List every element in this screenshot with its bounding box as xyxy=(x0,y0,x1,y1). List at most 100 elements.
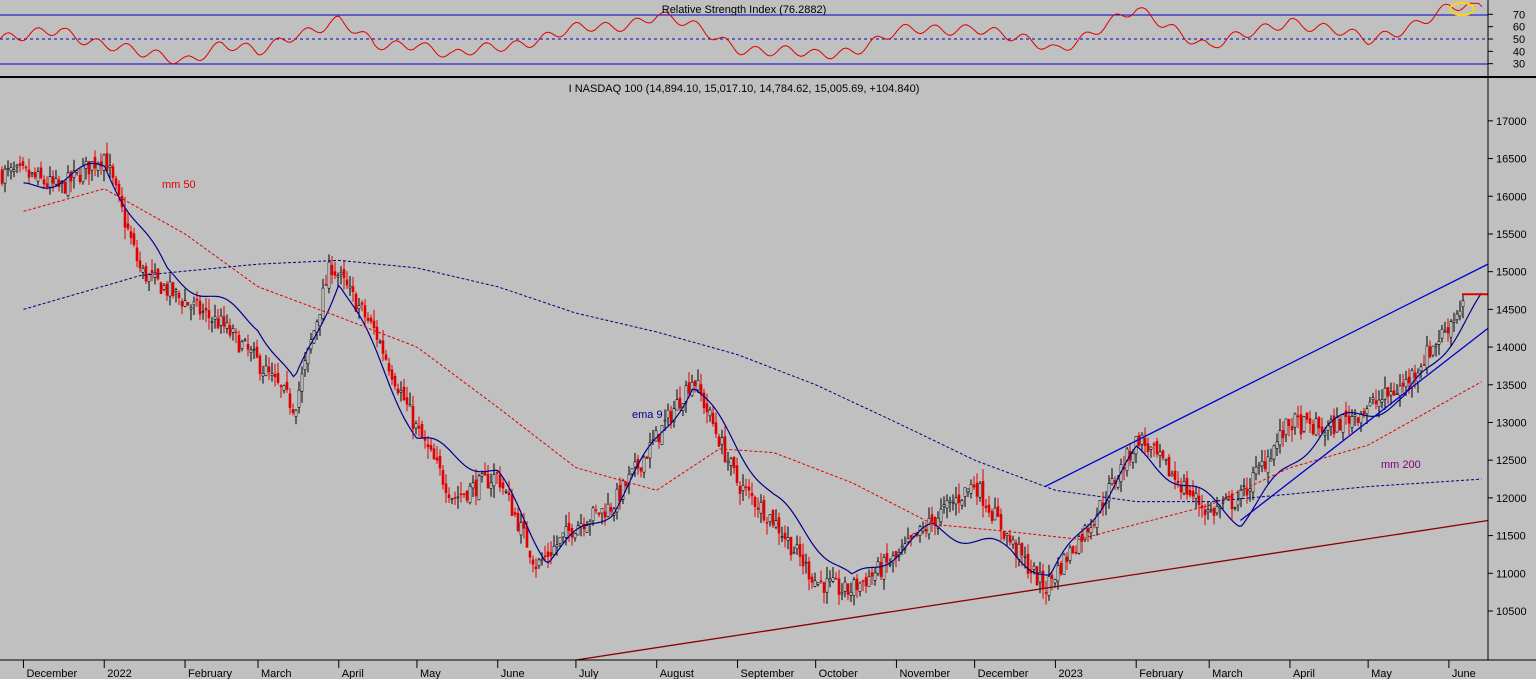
candle-down xyxy=(1212,508,1216,516)
candle-down xyxy=(1413,372,1417,378)
candle-down xyxy=(1086,528,1090,533)
candle-down xyxy=(462,493,466,495)
candle-up xyxy=(831,577,835,582)
candle-up xyxy=(1233,507,1237,509)
candle-up xyxy=(1023,555,1027,558)
candle-down xyxy=(771,510,775,526)
rsi-series xyxy=(0,2,1483,65)
candle-up xyxy=(1449,321,1453,338)
price-y-axis: 17000 16500 16000 15500 15000 14500 14000 13500… xyxy=(1488,116,1527,618)
x-tick-label: March xyxy=(1212,668,1243,679)
candle-up xyxy=(774,520,778,528)
candle-up xyxy=(141,267,145,273)
candle-up xyxy=(471,482,475,489)
candle-up xyxy=(672,408,676,422)
candle-down xyxy=(1245,488,1249,496)
candle-up xyxy=(3,168,7,184)
candle-down xyxy=(204,307,208,311)
candle-up xyxy=(654,430,658,442)
rsi-tick-label: 50 xyxy=(1513,34,1525,46)
candle-down xyxy=(144,265,148,282)
rsi-plot-background xyxy=(0,0,1488,76)
candle-down xyxy=(522,520,526,529)
candle-down xyxy=(861,580,865,583)
candle-down xyxy=(420,424,424,439)
candle-down xyxy=(822,582,826,593)
candle-up xyxy=(720,437,724,445)
x-tick-label: May xyxy=(1371,668,1392,679)
candle-up xyxy=(939,508,943,523)
candle-down xyxy=(1311,423,1315,435)
candle-up xyxy=(1353,414,1357,417)
candle-down xyxy=(507,492,511,496)
candle-up xyxy=(300,373,304,392)
candle-down xyxy=(744,486,748,489)
price-tick-label: 14000 xyxy=(1496,342,1527,354)
candle-down xyxy=(441,470,445,485)
candle-up xyxy=(1395,393,1399,395)
rsi-tick-label: 70 xyxy=(1513,9,1525,21)
x-tick-label: April xyxy=(342,668,364,679)
candle-down xyxy=(1176,480,1180,484)
candle-up xyxy=(954,497,958,505)
candle-down xyxy=(525,526,529,548)
candle-down xyxy=(291,409,295,413)
candle-down xyxy=(855,578,859,591)
x-tick-label: November xyxy=(899,668,950,679)
candle-up xyxy=(1164,458,1168,461)
candle-down xyxy=(1305,412,1309,420)
candle-up xyxy=(1047,576,1051,596)
x-tick-label: September xyxy=(740,668,794,679)
candle-up xyxy=(54,178,58,185)
candle-down xyxy=(1050,574,1054,579)
candle-up xyxy=(648,442,652,459)
candle-up xyxy=(249,349,253,354)
candle-up xyxy=(615,488,619,513)
candle-up xyxy=(960,500,964,506)
candle-down xyxy=(375,326,379,340)
candle-up xyxy=(1272,445,1276,460)
candle-up xyxy=(1194,492,1198,499)
candle-down xyxy=(924,529,928,532)
candle-down xyxy=(1020,543,1024,556)
candle-down xyxy=(1230,493,1234,510)
candle-down xyxy=(819,580,823,582)
candle-down xyxy=(894,551,898,558)
label-mm200: mm 200 xyxy=(1381,459,1421,471)
candle-down xyxy=(687,382,691,394)
long-term-support-line xyxy=(575,519,1489,661)
candle-up xyxy=(1221,501,1225,504)
candle-up xyxy=(1260,460,1264,467)
candle-up xyxy=(1341,414,1345,433)
candle-down xyxy=(180,301,184,307)
candle-up xyxy=(318,314,322,327)
rsi-line xyxy=(0,2,1483,65)
candle-down xyxy=(975,482,979,497)
candle-up xyxy=(399,390,403,393)
candle-up xyxy=(936,517,940,529)
candle-up xyxy=(108,165,112,168)
candle-up xyxy=(9,167,13,172)
candle-up xyxy=(270,373,274,376)
candle-up xyxy=(408,404,412,407)
candle-down xyxy=(177,292,181,298)
candle-up xyxy=(90,161,94,171)
candle-up xyxy=(81,166,85,183)
candle-down xyxy=(18,163,22,166)
candle-up xyxy=(825,577,829,593)
ema9-line xyxy=(23,162,1482,576)
candle-down xyxy=(498,474,502,488)
candle-down xyxy=(531,559,535,565)
candle-up xyxy=(1068,547,1072,561)
candle-down xyxy=(483,471,487,476)
candle-down xyxy=(216,318,220,329)
rsi-tick-label: 30 xyxy=(1513,59,1525,71)
candle-up xyxy=(1107,483,1111,502)
candle-down xyxy=(879,561,883,577)
candle-up xyxy=(1284,418,1288,436)
candle-down xyxy=(234,331,238,334)
candle-down xyxy=(138,260,142,269)
candle-down xyxy=(135,247,139,262)
candle-up xyxy=(1077,536,1081,554)
